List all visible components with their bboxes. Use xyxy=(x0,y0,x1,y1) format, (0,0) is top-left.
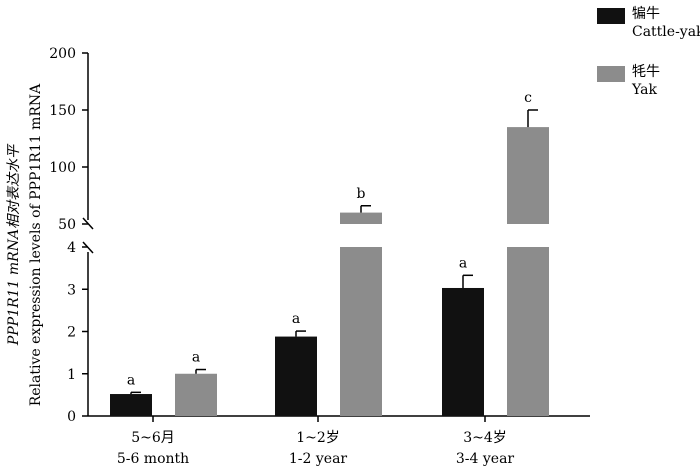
y-tick-label: 200 xyxy=(49,46,76,62)
significance-letter: a xyxy=(127,372,135,388)
x-tick-label-en: 5-6 month xyxy=(117,451,189,467)
y-axis-label-zh: PPP1R11 mRNA相对表达水平 xyxy=(6,143,22,346)
bar-upper-segment xyxy=(340,212,382,224)
x-tick-label-zh: 5~6月 xyxy=(131,430,175,446)
axes: 0 1 2 3 4 50 100 150 200 xyxy=(49,46,590,425)
legend-swatch-yak xyxy=(597,66,625,82)
y-tick-label: 4 xyxy=(67,240,76,256)
significance-letter: a xyxy=(192,350,200,366)
y-tick-label: 1 xyxy=(67,367,76,383)
y-axis-label: PPP1R11 mRNA相对表达水平 Relative expression l… xyxy=(6,83,44,406)
y-axis-label-en: Relative expression levels of PPP1R11 mR… xyxy=(28,83,44,406)
bar xyxy=(442,287,484,416)
y-tick-label: 2 xyxy=(67,325,76,341)
significance-letter: a xyxy=(292,311,300,327)
bar-lower-segment xyxy=(340,247,382,416)
y-tick-label: 100 xyxy=(49,160,76,176)
x-axis-labels: 5~6月 5-6 month 1~2岁 1-2 year 3~4岁 3-4 year xyxy=(117,430,515,467)
significance-letter: a xyxy=(459,255,467,271)
significance-letter: c xyxy=(524,90,532,106)
bar-upper-segment xyxy=(507,127,549,224)
x-tick-label-en: 1-2 year xyxy=(289,451,348,467)
legend-label-yak-en: Yak xyxy=(631,82,658,98)
bar xyxy=(175,373,217,416)
bar-lower-segment xyxy=(507,247,549,416)
y-tick-label: 0 xyxy=(67,409,76,425)
y-tick-label: 3 xyxy=(67,282,76,298)
legend: 犏牛 Cattle-yak 牦牛 Yak xyxy=(597,6,700,98)
bar xyxy=(275,336,317,416)
y-tick-label: 150 xyxy=(49,103,76,119)
legend-swatch-cattle-yak xyxy=(597,8,625,24)
bars: a a a a b c xyxy=(110,90,549,416)
bar xyxy=(110,394,152,416)
legend-label-cattle-yak-en: Cattle-yak xyxy=(632,24,700,40)
y-tick-label: 50 xyxy=(58,217,76,233)
legend-label-yak-zh: 牦牛 xyxy=(632,64,660,80)
x-tick-label-en: 3-4 year xyxy=(456,451,515,467)
x-tick-label-zh: 1~2岁 xyxy=(296,430,340,446)
legend-label-cattle-yak-zh: 犏牛 xyxy=(632,6,660,22)
significance-letter: b xyxy=(357,186,366,202)
x-tick-label-zh: 3~4岁 xyxy=(463,430,507,446)
